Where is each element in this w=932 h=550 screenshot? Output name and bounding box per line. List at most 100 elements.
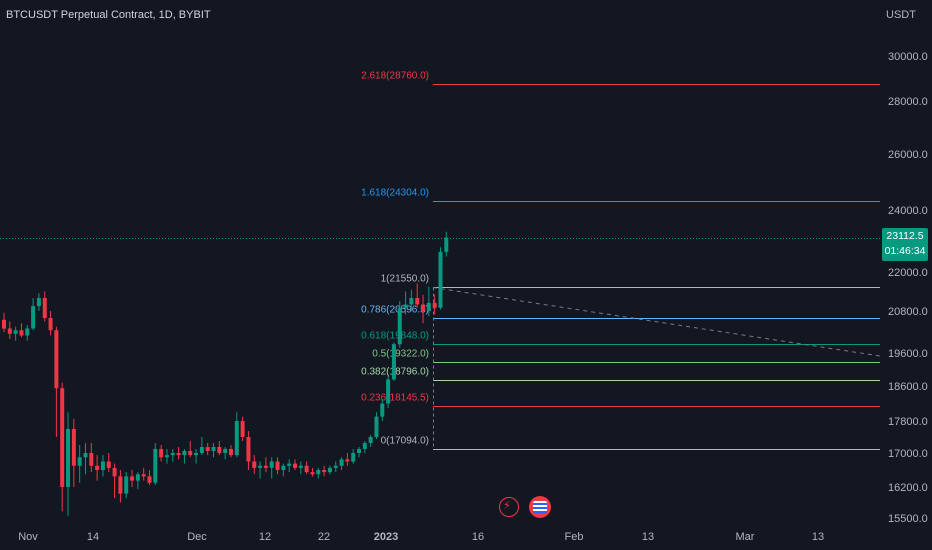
candle-body xyxy=(66,429,71,487)
candles-layer xyxy=(0,231,882,516)
candle-body xyxy=(351,453,356,462)
us-flag-icon[interactable] xyxy=(529,496,551,518)
candle-body xyxy=(310,472,315,475)
candle-body xyxy=(170,453,175,456)
candle-body xyxy=(298,465,303,468)
candle-body xyxy=(199,447,204,453)
price-tick-label: 19600.0 xyxy=(888,348,928,360)
candle-body xyxy=(438,251,443,308)
candle-body xyxy=(287,463,292,466)
candle-body xyxy=(54,330,59,389)
candle-body xyxy=(327,467,332,473)
time-tick-label: 16 xyxy=(472,531,484,543)
fib-level-label: 0(17094.0) xyxy=(381,436,429,447)
candle-body xyxy=(153,449,158,483)
time-tick-label: Feb xyxy=(565,531,584,543)
price-tick-label: 16200.0 xyxy=(888,482,928,494)
candle-body xyxy=(240,421,245,437)
fib-level-label: 0.618(19848.0) xyxy=(361,331,429,342)
candle-body xyxy=(217,447,222,453)
price-tick-label: 15500.0 xyxy=(888,513,928,525)
time-tick-label: 12 xyxy=(259,531,271,543)
candle-body xyxy=(147,476,152,483)
candle-body xyxy=(118,476,123,494)
candle-body xyxy=(345,459,350,462)
candle-body xyxy=(36,298,41,307)
time-axis[interactable]: Nov 14 Dec 12 22 2023 16 Feb 13 Mar 13 xyxy=(18,531,824,543)
last-price-badge: 23112.5 01:46:34 xyxy=(882,228,928,261)
candle-body xyxy=(182,451,187,456)
candle-body xyxy=(252,461,257,468)
candle-body xyxy=(159,449,164,458)
candle-body xyxy=(444,237,449,252)
candle-body xyxy=(19,330,24,336)
candle-body xyxy=(432,302,437,308)
candle-body xyxy=(95,465,100,470)
lightning-icon[interactable] xyxy=(499,497,519,517)
price-tick-label: 30000.0 xyxy=(888,51,928,63)
candle-body xyxy=(25,328,30,336)
candle-body xyxy=(293,463,297,468)
fib-trend-dashed-line xyxy=(432,287,881,357)
price-axis[interactable]: 30000.0 28000.0 26000.0 24000.0 22000.0 20800… xyxy=(888,51,928,525)
price-tick-label: 20800.0 xyxy=(888,306,928,318)
candle-body xyxy=(77,457,82,466)
candle-body xyxy=(380,403,385,417)
candle-body xyxy=(106,461,111,468)
candle-body xyxy=(368,437,373,443)
candle-body xyxy=(374,416,379,437)
candle-body xyxy=(304,465,309,473)
candle-body xyxy=(269,461,274,468)
candle-body xyxy=(391,344,396,380)
candle-body xyxy=(13,330,18,334)
candle-body xyxy=(275,461,280,470)
time-tick-label: Nov xyxy=(18,531,38,543)
bar-countdown: 01:46:34 xyxy=(884,245,926,257)
candle-body xyxy=(42,298,47,318)
candle-body xyxy=(100,461,105,470)
price-tick-label: 17800.0 xyxy=(888,416,928,428)
candle-body xyxy=(89,453,94,466)
candle-body xyxy=(2,319,6,329)
candle-body xyxy=(397,307,402,345)
candle-body xyxy=(211,447,216,451)
candle-body xyxy=(31,306,36,329)
candle-body xyxy=(205,447,210,451)
fib-level-label: 0.236(18145.5) xyxy=(361,393,429,404)
time-tick-label: 13 xyxy=(642,531,654,543)
candle-body xyxy=(141,474,146,477)
price-tick-label: 28000.0 xyxy=(888,96,928,108)
candle-body xyxy=(339,459,344,466)
candle-body xyxy=(124,476,129,494)
last-price: 23112.5 xyxy=(886,230,924,242)
price-tick-label: 26000.0 xyxy=(888,149,928,161)
candle-body xyxy=(176,453,181,456)
candle-body xyxy=(112,467,117,477)
candle-body xyxy=(228,449,233,456)
time-tick-label: 13 xyxy=(812,531,824,543)
time-tick-label: Mar xyxy=(736,531,755,543)
candle-body xyxy=(246,437,251,462)
fib-level-label: 0.786(20596.5) xyxy=(361,305,429,316)
candle-body xyxy=(263,465,268,468)
price-tick-label: 22000.0 xyxy=(888,267,928,279)
time-tick-label: 2023 xyxy=(374,531,398,543)
price-tick-label: 18600.0 xyxy=(888,381,928,393)
time-tick-label: 14 xyxy=(87,531,99,543)
candle-body xyxy=(135,474,140,481)
symbol-legend[interactable]: BTCUSDT Perpetual Contract, 1D, BYBIT xyxy=(6,9,211,21)
candle-body xyxy=(188,451,193,456)
candle-body xyxy=(415,298,420,305)
candle-body xyxy=(426,302,431,311)
candle-body xyxy=(322,470,327,473)
time-tick-label: Dec xyxy=(187,531,207,543)
candle-body xyxy=(194,453,199,456)
candle-body xyxy=(48,318,53,331)
fib-level-label: 0.5(19322.0) xyxy=(372,349,429,360)
candle-body xyxy=(409,298,414,305)
price-tick-label: 24000.0 xyxy=(888,205,928,217)
fib-level-label: 1.618(24304.0) xyxy=(361,188,429,199)
candle-body xyxy=(281,465,286,470)
